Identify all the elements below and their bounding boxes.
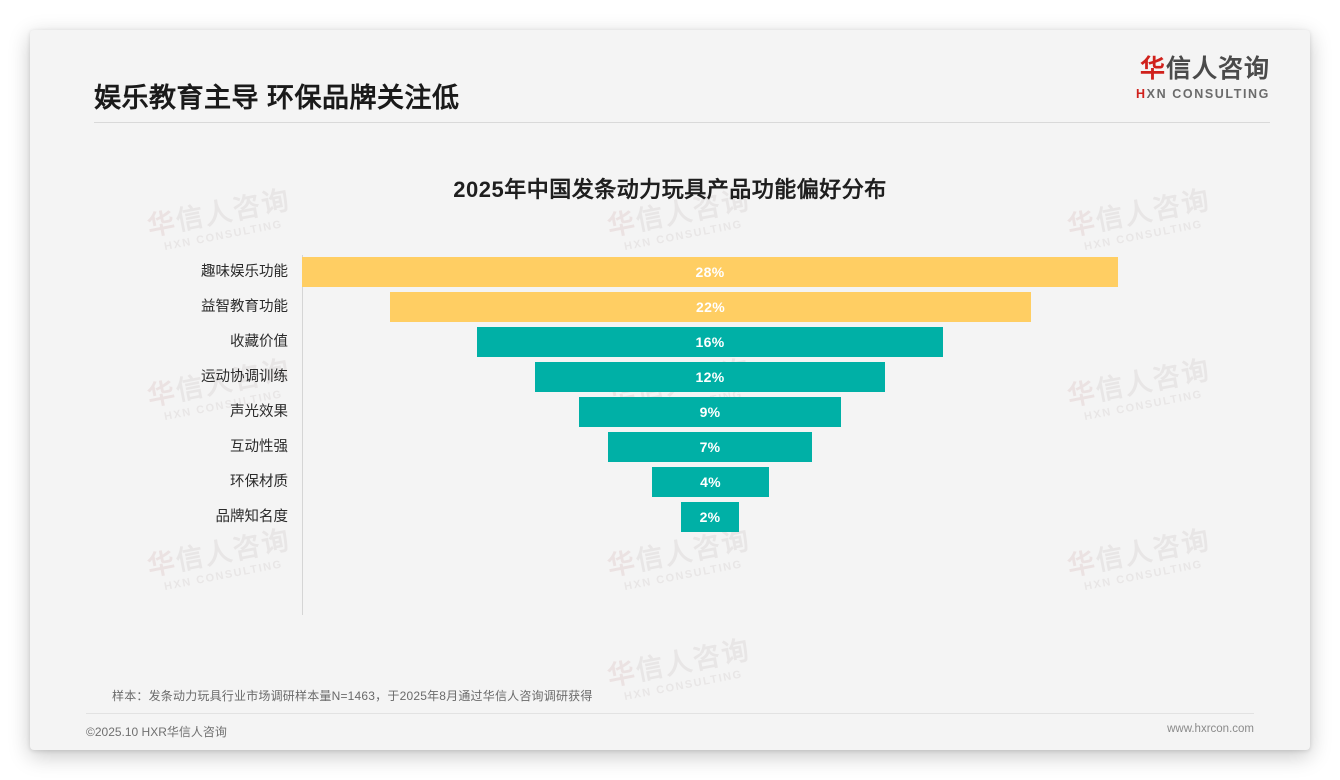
category-label: 运动协调训练: [201, 369, 288, 385]
chart-row: 运动协调训练 12%: [30, 362, 1310, 392]
category-label: 品牌知名度: [215, 509, 289, 525]
funnel-bar[interactable]: 4%: [652, 467, 769, 497]
category-label: 趣味娱乐功能: [201, 264, 288, 280]
bar-value-label: 12%: [695, 369, 725, 385]
watermark-cn-rest: 信人咨询: [633, 634, 754, 687]
bar-value-label: 7%: [699, 439, 721, 455]
watermark-cn-first: 华: [145, 206, 180, 242]
watermark-en: HXN CONSULTING: [623, 668, 744, 704]
page-title: 娱乐教育主导 环保品牌关注低: [94, 83, 460, 113]
slide-canvas: 华信人咨询 HXN CONSULTING 华信人咨询 HXN CONSULTIN…: [30, 30, 1310, 750]
funnel-bar[interactable]: 2%: [681, 502, 739, 532]
chart-row: 趣味娱乐功能 28%: [30, 257, 1310, 287]
slide-header: 娱乐教育主导 环保品牌关注低 华信人咨询 HXN CONSULTING: [30, 30, 1310, 125]
category-label: 收藏价值: [230, 334, 288, 350]
bar-value-label: 2%: [699, 509, 721, 525]
funnel-bar[interactable]: 12%: [535, 362, 885, 392]
watermark-cn-first: 华: [605, 206, 640, 242]
chart-row: 声光效果 9%: [30, 397, 1310, 427]
watermark: 华信人咨询 HXN CONSULTING: [605, 635, 756, 707]
bar-value-label: 28%: [695, 264, 725, 280]
bar-value-label: 9%: [699, 404, 721, 420]
bar-value-label: 16%: [695, 334, 725, 350]
logo-english-rest: XN CONSULTING: [1146, 87, 1270, 101]
funnel-bar[interactable]: 28%: [302, 257, 1118, 287]
source-note: 样本：发条动力玩具行业市场调研样本量N=1463，于2025年8月通过华信人咨询…: [112, 689, 593, 703]
bar-value-label: 4%: [700, 474, 721, 490]
website-text: www.hxrcon.com: [1167, 723, 1254, 735]
funnel-bar[interactable]: 9%: [579, 397, 841, 427]
footer-divider: [86, 713, 1254, 714]
logo-chinese: 华信人咨询: [1136, 57, 1270, 82]
header-divider: [94, 122, 1270, 123]
funnel-chart: 趣味娱乐功能 28% 益智教育功能 22% 收藏价值 16% 运动协调训练 12% 声光效果 9%…: [30, 245, 1310, 625]
brand-logo: 华信人咨询 HXN CONSULTING: [1136, 57, 1270, 101]
chart-row: 收藏价值 16%: [30, 327, 1310, 357]
category-label: 益智教育功能: [201, 299, 288, 315]
chart-row: 环保材质 4%: [30, 467, 1310, 497]
category-label: 互动性强: [230, 439, 288, 455]
logo-english: HXN CONSULTING: [1136, 88, 1270, 101]
watermark-cn-first: 华: [605, 656, 640, 692]
logo-chinese-first-char: 华: [1139, 55, 1166, 83]
chart-row: 互动性强 7%: [30, 432, 1310, 462]
category-label: 声光效果: [230, 404, 288, 420]
funnel-bar[interactable]: 22%: [390, 292, 1031, 322]
funnel-bar[interactable]: 7%: [608, 432, 812, 462]
funnel-bar[interactable]: 16%: [477, 327, 943, 357]
chart-title: 2025年中国发条动力玩具产品功能偏好分布: [453, 177, 887, 202]
copyright-text: ©2025.10 HXR华信人咨询: [86, 725, 227, 739]
watermark-cn-first: 华: [1065, 206, 1100, 242]
slide-footer: ©2025.10 HXR华信人咨询 www.hxrcon.com: [30, 713, 1310, 750]
bar-value-label: 22%: [696, 299, 725, 315]
logo-chinese-rest: 信人咨询: [1165, 55, 1270, 83]
chart-row: 品牌知名度 2%: [30, 502, 1310, 532]
logo-english-first-char: H: [1136, 87, 1147, 101]
category-label: 环保材质: [230, 474, 288, 490]
category-axis-line: [302, 255, 303, 615]
chart-row: 益智教育功能 22%: [30, 292, 1310, 322]
